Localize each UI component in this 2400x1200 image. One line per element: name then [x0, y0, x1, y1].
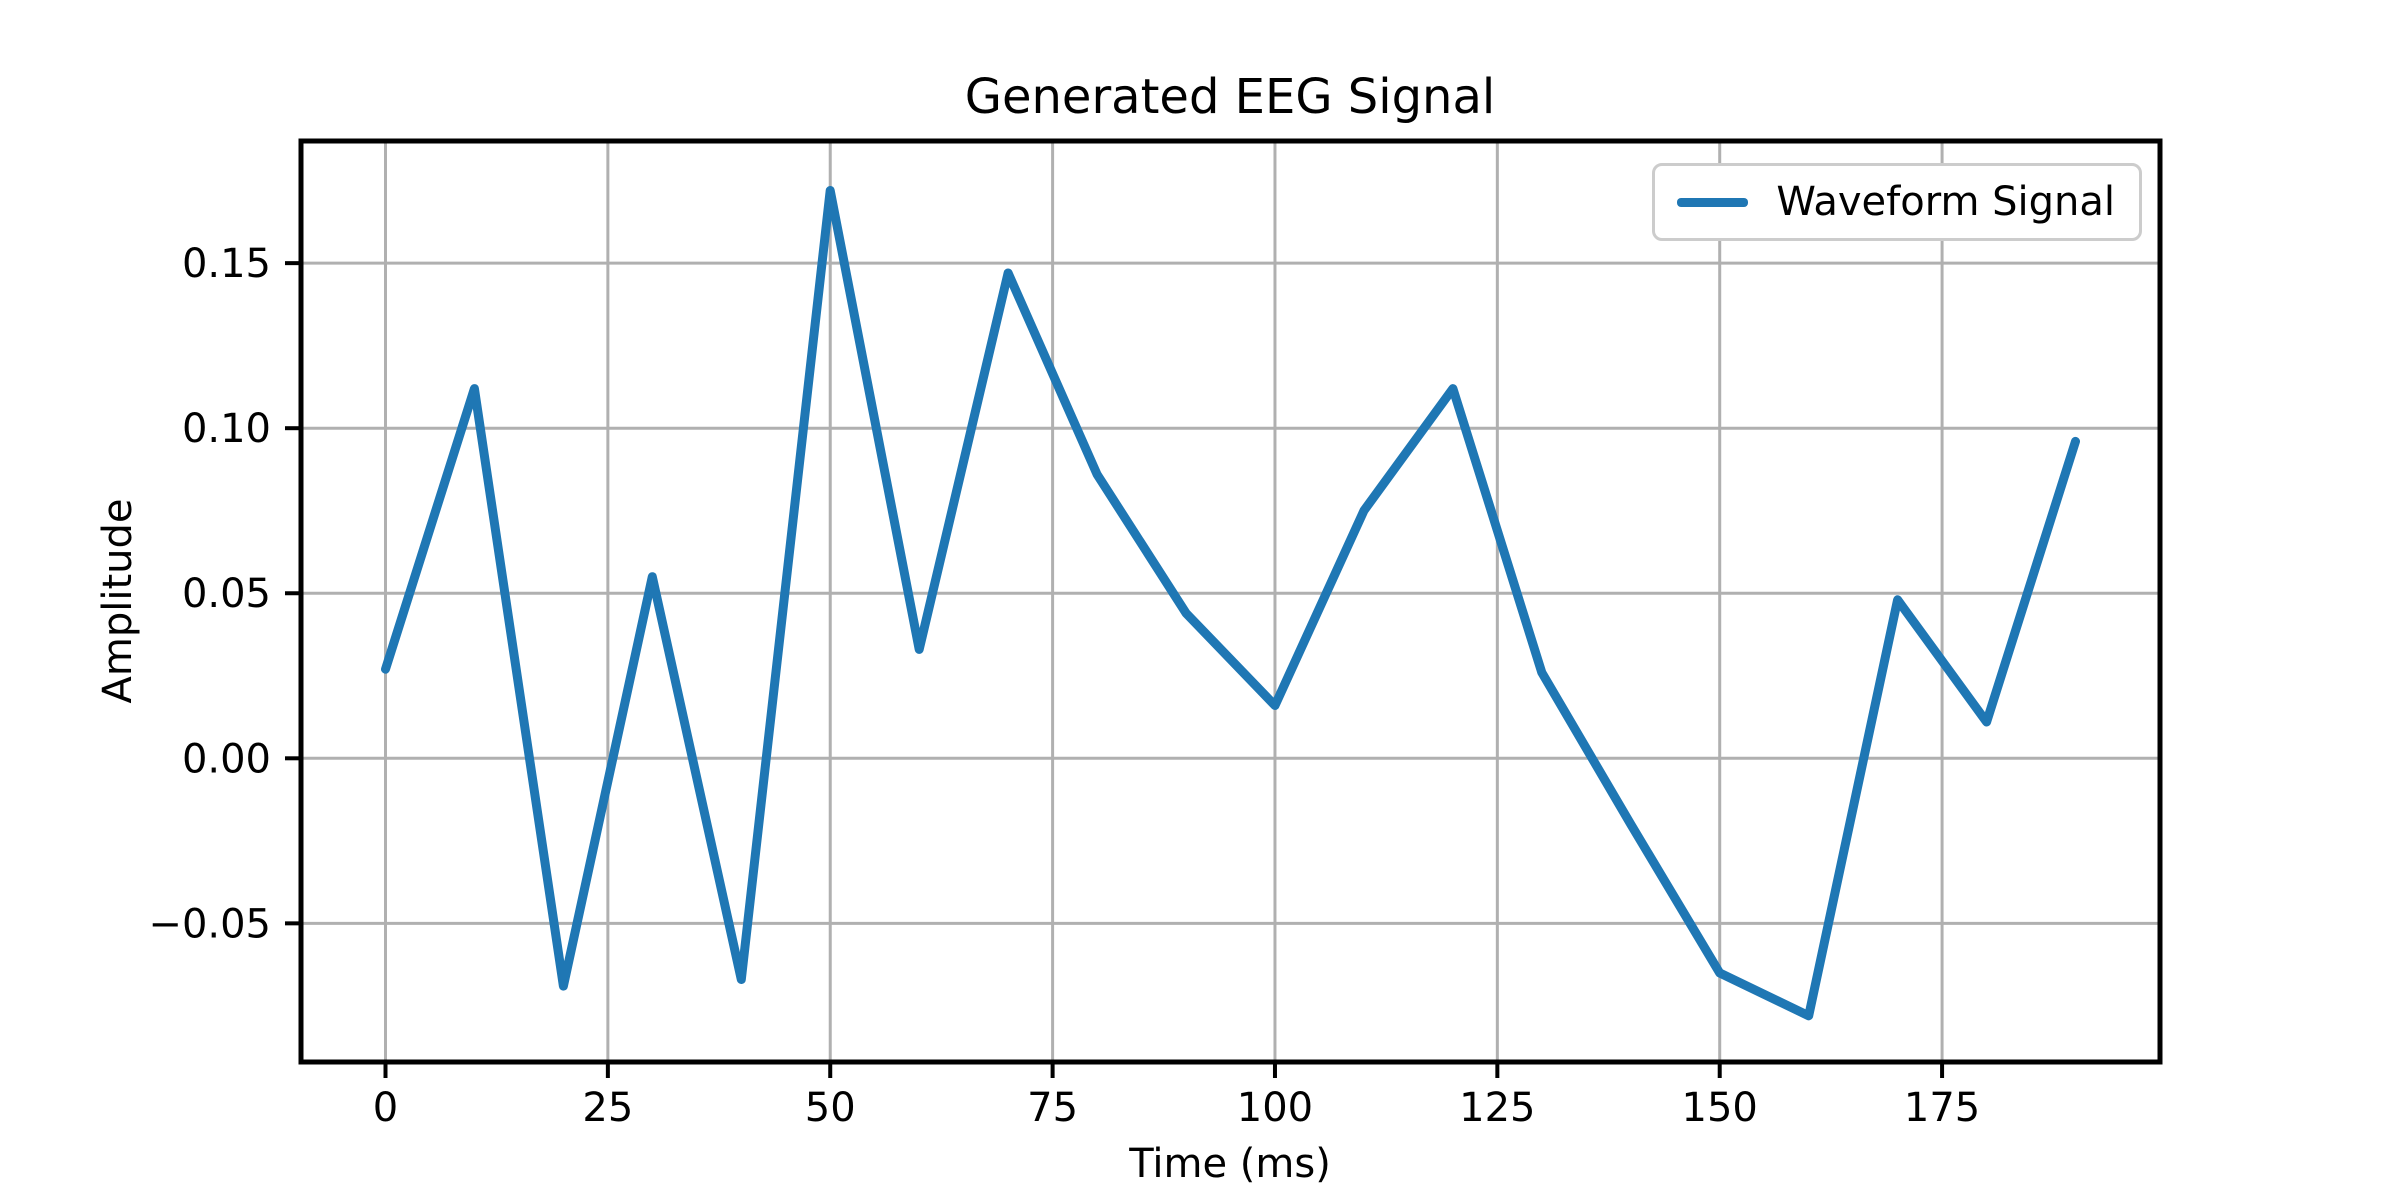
- y-axis-label: Amplitude: [95, 498, 141, 704]
- waveform-signal-line: [381, 186, 2080, 1021]
- y-tick-label: −0.05: [148, 901, 271, 947]
- plot-border: [298, 138, 2163, 1065]
- chart-title: Generated EEG Signal: [964, 69, 1496, 125]
- x-axis-label: Time (ms): [1129, 1141, 1331, 1187]
- y-tick-label: 0.10: [182, 406, 271, 452]
- y-tick-label: 0.15: [182, 241, 271, 287]
- y-tick-label: 0.05: [182, 571, 271, 617]
- x-tick-label: 150: [1682, 1085, 1758, 1131]
- x-tick-label: 75: [1027, 1085, 1078, 1131]
- y-tick-label: 0.00: [182, 736, 271, 782]
- legend-box: Waveform Signal: [1652, 163, 2142, 241]
- x-tick-label: 100: [1237, 1085, 1313, 1131]
- x-tick-label: 25: [582, 1085, 633, 1131]
- x-tick-label: 175: [1904, 1085, 1980, 1131]
- x-tick-label: 0: [373, 1085, 398, 1131]
- x-tick-label: 50: [805, 1085, 856, 1131]
- x-tick-label: 125: [1459, 1085, 1535, 1131]
- legend-label: Waveform Signal: [1776, 179, 2115, 225]
- legend-line-sample-icon: [1677, 197, 1749, 207]
